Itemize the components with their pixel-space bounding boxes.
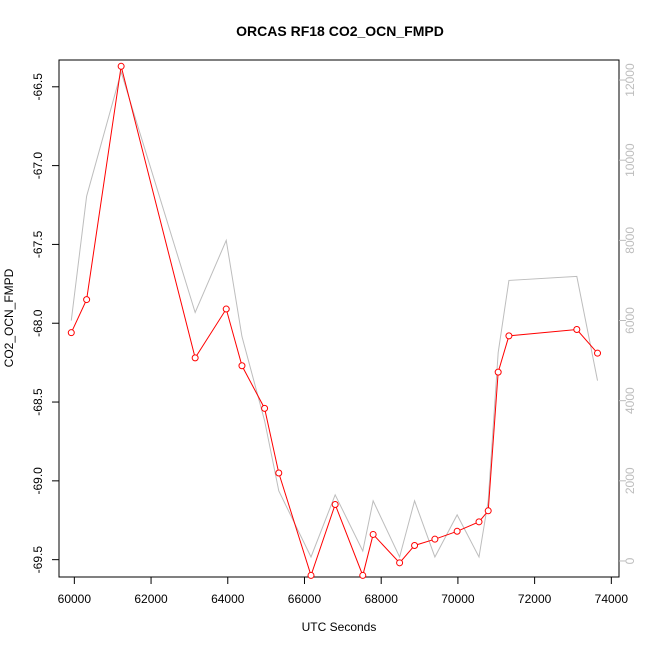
series-red — [67, 62, 602, 579]
x-axis: 60000 62000 64000 66000 68000 70000 72000 74000 — [58, 577, 629, 606]
y-axis-title: CO2_OCN_FMPD — [2, 268, 16, 367]
red-series-point — [494, 368, 502, 376]
red-series-point — [117, 62, 125, 70]
red-series-point — [594, 349, 602, 357]
y-axis-left: -66.5 -67.0 -67.5 -68.0 -68.5 -69.0 -69.5 — [31, 73, 59, 574]
y-tick-label: -67.0 — [31, 152, 45, 180]
x-tick-label: 68000 — [365, 592, 399, 606]
red-series-point — [453, 527, 461, 535]
x-tick-label: 72000 — [518, 592, 552, 606]
x-axis-title: UTC Seconds — [302, 620, 377, 634]
gray-series-line — [70, 70, 599, 559]
x-tick-label: 70000 — [441, 592, 475, 606]
red-series-line — [70, 66, 598, 578]
y2-tick-label: 4000 — [623, 387, 637, 414]
red-series-point — [573, 326, 581, 334]
red-series-point — [411, 541, 419, 549]
y2-tick-label: 8000 — [623, 227, 637, 254]
x-tick-label: 66000 — [288, 592, 322, 606]
y2-tick-label: 12000 — [623, 63, 637, 97]
red-series-point — [67, 329, 75, 337]
red-series-point — [505, 332, 513, 340]
red-series-point — [331, 500, 339, 508]
x-tick-label: 60000 — [58, 592, 92, 606]
red-series-point — [475, 518, 483, 526]
y-tick-label: -68.0 — [31, 309, 45, 337]
red-series-point — [359, 571, 367, 579]
red-series-point — [307, 571, 315, 579]
y2-tick-label: 0 — [623, 557, 637, 564]
red-series-point — [261, 404, 269, 412]
y2-tick-label: 10000 — [623, 143, 637, 177]
red-series-point — [484, 507, 492, 515]
y-tick-label: -69.5 — [31, 546, 45, 574]
x-tick-label: 62000 — [134, 592, 168, 606]
x-tick-label: 74000 — [595, 592, 629, 606]
red-series-point — [369, 530, 377, 538]
red-series-point — [238, 362, 246, 370]
red-series-point — [431, 535, 439, 543]
red-series-point — [222, 305, 230, 313]
y2-tick-label: 6000 — [623, 307, 637, 334]
y2-tick-label: 2000 — [623, 467, 637, 494]
red-series-point — [275, 469, 283, 477]
red-series-point — [396, 559, 404, 567]
y-tick-label: -67.5 — [31, 230, 45, 258]
plot-frame — [58, 59, 620, 578]
chart-title: ORCAS RF18 CO2_OCN_FMPD — [236, 23, 444, 39]
red-series-point — [191, 354, 199, 362]
y-tick-label: -69.0 — [31, 467, 45, 495]
y-tick-label: -68.5 — [31, 388, 45, 416]
x-tick-label: 64000 — [211, 592, 245, 606]
y-tick-label: -66.5 — [31, 73, 45, 101]
series-gray — [70, 70, 599, 559]
red-series-point — [83, 296, 91, 304]
y-axis-right: 0 2000 4000 6000 8000 10000 12000 — [619, 63, 637, 564]
